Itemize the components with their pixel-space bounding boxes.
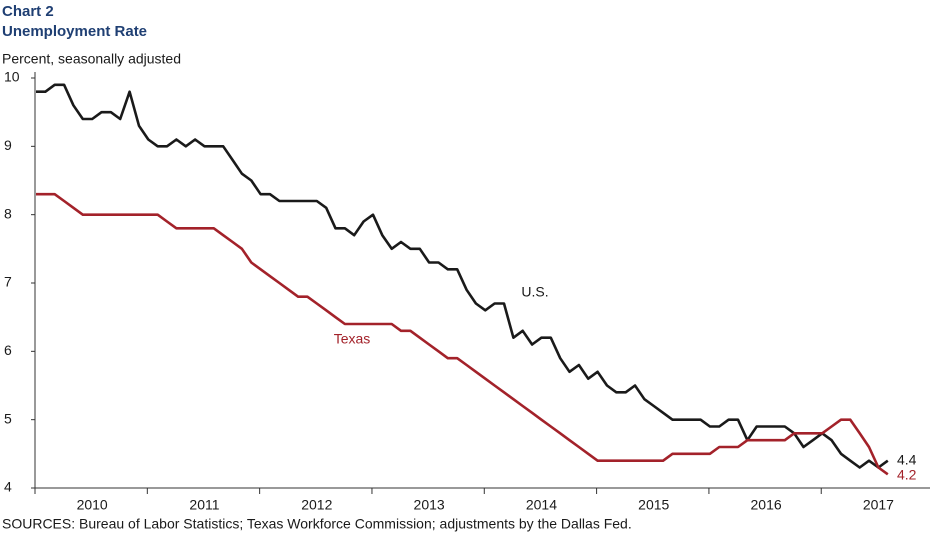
chart-title: Chart 2: [2, 3, 54, 20]
end-value-label: 4.4: [897, 452, 917, 468]
chart-subtitle: Unemployment Rate: [2, 23, 147, 40]
y-tick-label: 6: [4, 342, 12, 358]
y-axis-label: Percent, seasonally adjusted: [2, 51, 181, 67]
y-tick-label: 10: [4, 69, 20, 85]
x-tick-label: 2015: [638, 497, 669, 513]
x-tick-label: 2011: [189, 497, 219, 513]
y-tick-label: 5: [4, 410, 12, 426]
series-line: [36, 192, 889, 476]
x-tick-label: 2010: [77, 497, 108, 513]
y-tick-label: 4: [4, 479, 12, 495]
y-tick-label: 9: [4, 137, 12, 153]
end-value-label: 4.2: [897, 467, 917, 483]
series-label: U.S.: [521, 284, 548, 300]
y-tick-label: 7: [4, 274, 12, 290]
series-line: [36, 83, 889, 469]
x-tick-label: 2017: [863, 497, 894, 513]
x-tick-label: 2012: [301, 497, 332, 513]
x-tick-label: 2013: [414, 497, 445, 513]
x-tick-label: 2014: [526, 497, 557, 513]
series-label: Texas: [334, 331, 371, 347]
source-note: SOURCES: Bureau of Labor Statistics; Tex…: [2, 516, 632, 532]
y-tick-label: 8: [4, 205, 12, 221]
x-tick-label: 2016: [751, 497, 782, 513]
